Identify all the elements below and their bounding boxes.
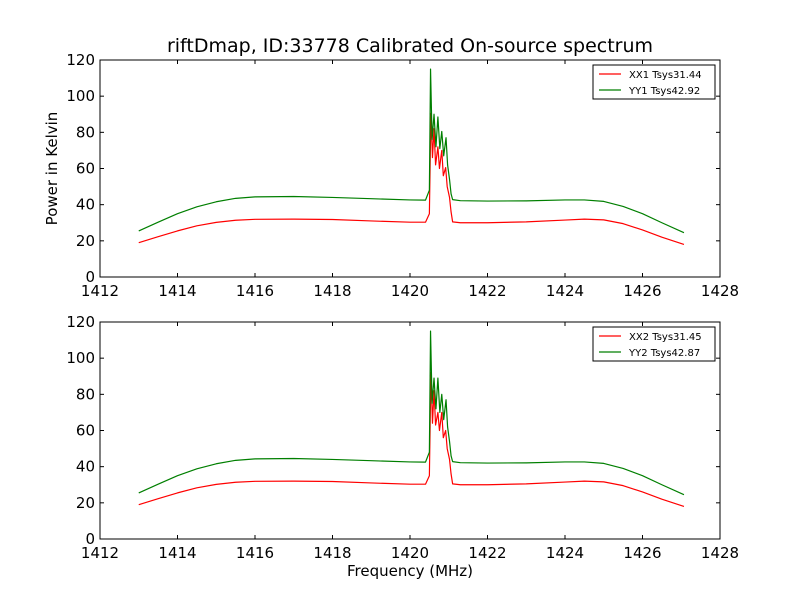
y-tick-label: 20 xyxy=(76,232,95,250)
figure-title: riftDmap, ID:33778 Calibrated On-source … xyxy=(167,35,653,57)
legend-label: YY1 Tsys42.92 xyxy=(628,86,700,97)
y-tick-label: 80 xyxy=(76,123,95,141)
x-tick-label: 1418 xyxy=(313,282,351,300)
series-line-yy xyxy=(138,68,685,234)
y-axis-label: Power in Kelvin xyxy=(43,112,61,226)
x-tick-label: 1424 xyxy=(546,544,584,562)
legend-label: XX2 Tsys31.45 xyxy=(629,332,702,343)
bottom-panel: 1412 1414 1416 1418 1420 1422 1424 1426 1428 0 20 4… xyxy=(66,313,739,580)
x-tick-label: 1420 xyxy=(391,544,429,562)
legend: XX2 Tsys31.45 YY2 Tsys42.87 xyxy=(592,326,716,362)
x-axis-label: Frequency (MHz) xyxy=(347,562,473,580)
legend-box xyxy=(592,326,716,362)
series-line-xx xyxy=(138,112,685,246)
x-tick-label: 1424 xyxy=(546,282,584,300)
x-tick-label: 1412 xyxy=(81,544,119,562)
x-tick-label: 1428 xyxy=(701,544,739,562)
y-tick-label: 0 xyxy=(85,530,95,548)
x-tick-label: 1416 xyxy=(236,282,274,300)
y-tick-label: 120 xyxy=(66,51,95,69)
y-tick-label: 40 xyxy=(76,458,95,476)
x-tick-label: 1422 xyxy=(468,282,506,300)
x-tick-label: 1420 xyxy=(391,282,429,300)
y-tick-label: 100 xyxy=(66,87,95,105)
y-tick-label: 60 xyxy=(76,160,95,178)
x-tick-label: 1426 xyxy=(623,282,661,300)
y-tick-label: 60 xyxy=(76,422,95,440)
legend: XX1 Tsys31.44 YY1 Tsys42.92 xyxy=(592,64,716,100)
y-tick-label: 100 xyxy=(66,349,95,367)
x-tick-label: 1428 xyxy=(701,282,739,300)
x-tick-label: 1418 xyxy=(313,544,351,562)
legend-box xyxy=(592,64,716,100)
y-tick-label: 80 xyxy=(76,385,95,403)
top-panel: 1412 1414 1416 1418 1420 1422 1424 1426 1428 0 20 4… xyxy=(43,51,739,300)
x-tick-label: 1412 xyxy=(81,282,119,300)
legend-label: YY2 Tsys42.87 xyxy=(628,348,700,359)
x-tick-label: 1416 xyxy=(236,544,274,562)
x-tick-label: 1414 xyxy=(158,544,196,562)
x-tick-label: 1426 xyxy=(623,544,661,562)
x-tick-label: 1414 xyxy=(158,282,196,300)
series-line-yy xyxy=(138,330,685,496)
legend-label: XX1 Tsys31.44 xyxy=(629,70,702,81)
y-tick-label: 120 xyxy=(66,313,95,331)
y-tick-label: 40 xyxy=(76,196,95,214)
y-tick-label: 0 xyxy=(85,268,95,286)
y-tick-label: 20 xyxy=(76,494,95,512)
series-line-xx xyxy=(138,372,685,508)
x-tick-label: 1422 xyxy=(468,544,506,562)
